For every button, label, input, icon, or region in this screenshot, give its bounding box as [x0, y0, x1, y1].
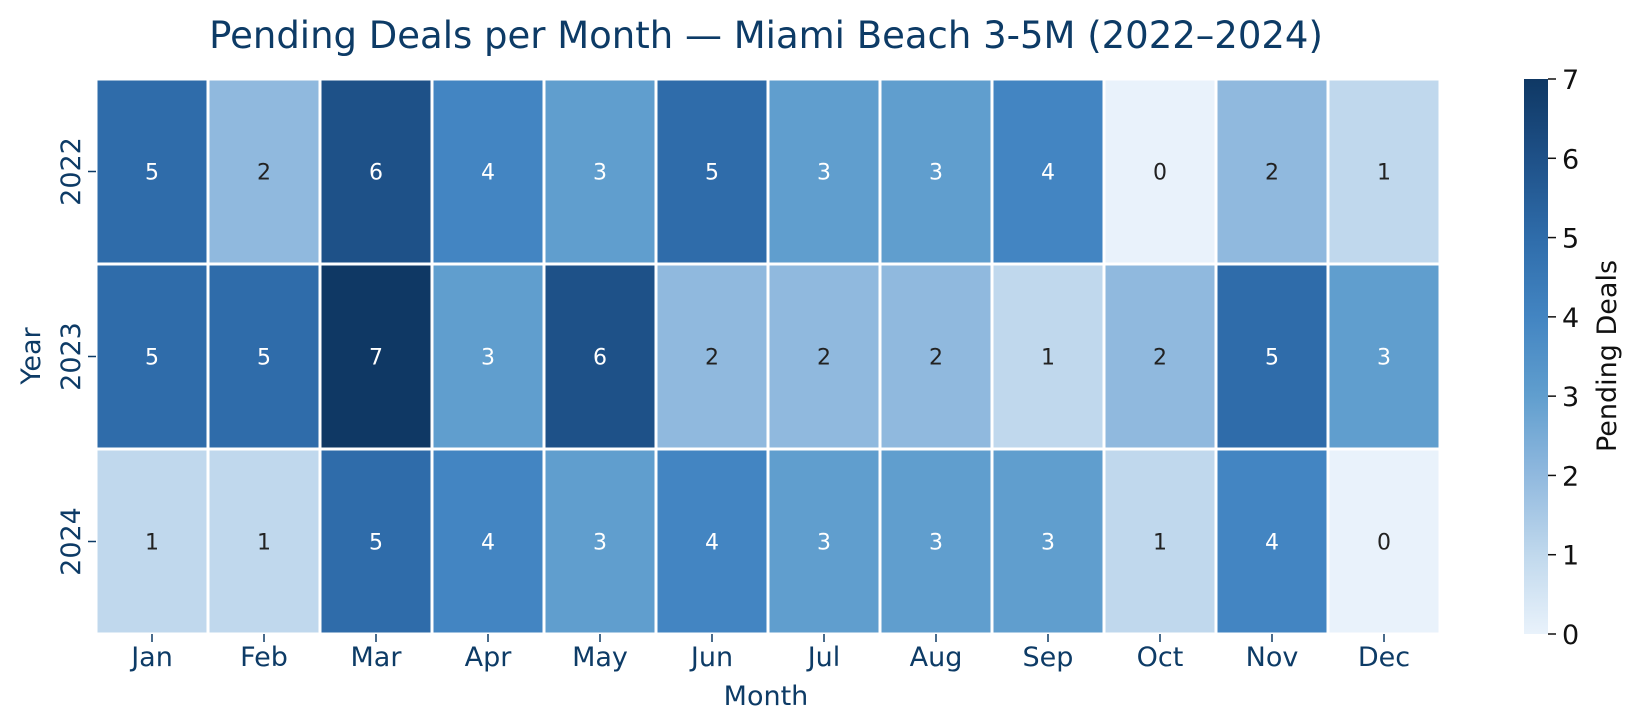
cell-value-label: 1: [145, 531, 159, 556]
heatmap-cell-2022-jan: [94, 77, 210, 266]
heatmap-cell-2023-may: [542, 262, 658, 451]
heatmap-cell-2022-mar: [318, 77, 434, 266]
heatmap-cell-2024-dec: [1326, 447, 1442, 636]
cell-value-label: 3: [481, 346, 495, 371]
heatmap-cell-2023-dec: [1326, 262, 1442, 451]
x-tick-label: Oct: [1137, 642, 1184, 673]
cell-value-label: 1: [1041, 346, 1055, 371]
colorbar-tick-label: 3: [1562, 382, 1579, 413]
heatmap-cell-2023-jun: [654, 262, 770, 451]
x-axis-label: Month: [724, 681, 809, 712]
cell-value-label: 2: [1153, 346, 1167, 371]
heatmap-cell-2024-apr: [430, 447, 546, 636]
cell-value-label: 2: [257, 161, 271, 186]
cell-value-label: 2: [929, 346, 943, 371]
colorbar-tick-label: 1: [1562, 541, 1579, 572]
cell-value-label: 1: [1377, 161, 1391, 186]
colorbar-tick-label: 0: [1562, 620, 1579, 651]
x-tick-label: Feb: [240, 642, 288, 673]
x-tick-label: Jan: [129, 642, 173, 673]
heatmap-cells: 5 2 6 4 3 5 3 3 4 0 2 1 5 5 7 3 6 2 2 2 1 2 5 3 1 1 5 4 3 4 3 3 3 1 4 0: [94, 77, 1442, 636]
x-tick-label: Nov: [1246, 642, 1299, 673]
colorbar-tick-label: 7: [1562, 65, 1579, 96]
cell-value-label: 4: [1041, 161, 1055, 186]
heatmap-cell-2022-aug: [878, 77, 994, 266]
colorbar-tick-label: 4: [1562, 303, 1579, 334]
colorbar-tick-label: 2: [1562, 461, 1579, 492]
colorbar-gradient: [1524, 79, 1548, 634]
chart-title: Pending Deals per Month — Miami Beach 3-…: [209, 14, 1323, 57]
heatmap-cell-2023-sep: [990, 262, 1106, 451]
cell-value-label: 2: [705, 346, 719, 371]
heatmap-cell-2022-dec: [1326, 77, 1442, 266]
heatmap-cell-2023-feb: [206, 262, 322, 451]
x-tick-label: Apr: [465, 642, 513, 673]
x-tick-label: Mar: [351, 642, 403, 673]
cell-value-label: 5: [1265, 346, 1279, 371]
cell-value-label: 4: [705, 531, 719, 556]
cell-value-label: 5: [705, 161, 719, 186]
cell-value-label: 4: [481, 531, 495, 556]
cell-value-label: 3: [1377, 346, 1391, 371]
y-axis-label: Year: [16, 327, 47, 386]
cell-value-label: 1: [1153, 531, 1167, 556]
cell-value-label: 5: [369, 531, 383, 556]
colorbar-tick-label: 5: [1562, 224, 1579, 255]
heatmap-cell-2024-mar: [318, 447, 434, 636]
cell-value-label: 3: [817, 161, 831, 186]
colorbar-tick-label: 6: [1562, 144, 1579, 175]
x-tick-label: Aug: [910, 642, 963, 673]
cell-value-label: 1: [257, 531, 271, 556]
y-tick-label: 2024: [56, 507, 87, 576]
y-axis-ticks: 2022 2023 2024: [56, 137, 96, 576]
cell-value-label: 2: [1265, 161, 1279, 186]
heatmap-cell-2024-may: [542, 447, 658, 636]
cell-value-label: 4: [481, 161, 495, 186]
y-tick-label: 2022: [56, 137, 87, 206]
y-tick-label: 2023: [56, 322, 87, 391]
cell-value-label: 7: [369, 346, 383, 371]
cell-value-label: 5: [145, 346, 159, 371]
heatmap-cell-2022-feb: [206, 77, 322, 266]
heatmap-cell-2023-oct: [1102, 262, 1218, 451]
cell-value-label: 3: [593, 531, 607, 556]
colorbar-label: Pending Deals: [1592, 260, 1623, 452]
cell-value-label: 3: [593, 161, 607, 186]
x-tick-label: Sep: [1023, 642, 1074, 673]
cell-value-label: 3: [929, 531, 943, 556]
cell-value-label: 3: [817, 531, 831, 556]
heatmap-cell-2023-nov: [1214, 262, 1330, 451]
x-tick-label: Jun: [689, 642, 733, 673]
colorbar: 0 1 2 3 4 5 6 7: [1524, 65, 1579, 651]
cell-value-label: 6: [593, 346, 607, 371]
cell-value-label: 6: [369, 161, 383, 186]
heatmap-cell-2022-jun: [654, 77, 770, 266]
cell-value-label: 4: [1265, 531, 1279, 556]
heatmap-cell-2024-jul: [766, 447, 882, 636]
x-tick-label: Dec: [1358, 642, 1410, 673]
cell-value-label: 3: [1041, 531, 1055, 556]
cell-value-label: 5: [145, 161, 159, 186]
x-tick-label: May: [572, 642, 628, 673]
heatmap-cell-2023-apr: [430, 262, 546, 451]
cell-value-label: 0: [1153, 161, 1167, 186]
cell-value-label: 3: [929, 161, 943, 186]
cell-value-label: 5: [257, 346, 271, 371]
cell-value-label: 0: [1377, 531, 1391, 556]
heatmap-cell-2023-jul: [766, 262, 882, 451]
x-axis-ticks: Jan Feb Mar Apr May Jun Jul Aug Sep Oct Nov Dec: [129, 634, 1410, 673]
x-tick-label: Jul: [806, 642, 841, 673]
cell-value-label: 2: [817, 346, 831, 371]
heatmap-cell-2023-aug: [878, 262, 994, 451]
heatmap-cell-2022-oct: [1102, 77, 1218, 266]
